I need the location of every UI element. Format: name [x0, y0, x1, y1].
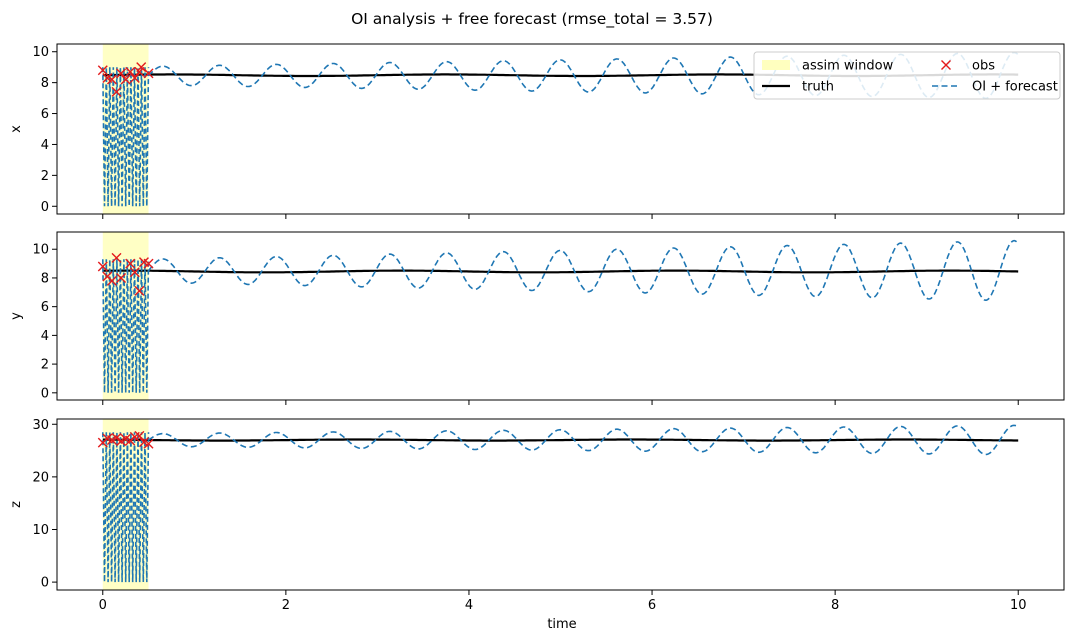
legend-entry-obs: obs — [941, 59, 995, 74]
obs-marker — [129, 73, 140, 83]
obs-marker — [111, 432, 122, 443]
obs-marker — [143, 68, 154, 79]
legend-box — [753, 51, 1061, 100]
y-tick-label: 10 — [32, 523, 49, 538]
y-tick-label: 0 — [41, 576, 49, 591]
legend-label: obs — [972, 59, 995, 74]
obs-marker — [111, 86, 122, 97]
x-tick-label: 10 — [1010, 598, 1027, 613]
y-axis-label: x — [9, 125, 24, 133]
chart-title: OI analysis + free forecast (rmse_total … — [351, 10, 713, 29]
panel-y: 0 2 4 6 8 10 y — [9, 231, 1065, 405]
obs-marker — [143, 258, 154, 269]
plot-frame — [56, 43, 1065, 215]
panel-z: 0 10 20 30 0 2 4 6 8 10 z — [9, 418, 1065, 613]
obs-marker — [125, 258, 136, 269]
y-tick-label: 0 — [41, 386, 49, 401]
forecast-window-spikes — [102, 67, 150, 207]
plot-frame — [56, 418, 1065, 591]
x-tick-label: 8 — [831, 598, 839, 613]
y-tick-label: 4 — [41, 329, 49, 344]
legend-swatch — [762, 60, 790, 70]
legend: assim window obs truth OI + forecast — [753, 51, 1061, 100]
y-axis-label: y — [9, 312, 24, 320]
forecast-line — [148, 424, 1019, 456]
x-tick-label: 2 — [282, 598, 290, 613]
x-axis-label: time — [547, 617, 576, 632]
y-tick-label: 30 — [32, 418, 49, 433]
obs-marker — [134, 285, 145, 296]
forecast-window-spikes — [102, 432, 150, 583]
forecast-line — [147, 239, 1019, 302]
legend-label: truth — [802, 80, 834, 95]
legend-label: assim window — [802, 59, 894, 74]
panels: 0 2 4 6 8 10 x 0 2 4 6 8 10 y 0 10 20 30 0 2 4 6 8 10 z — [9, 43, 1065, 613]
y-tick-label: 2 — [41, 358, 49, 373]
obs-marker — [111, 252, 122, 263]
y-axis-label: z — [9, 501, 24, 508]
forecast-window-spikes — [102, 259, 150, 393]
legend-label: OI + forecast — [972, 80, 1058, 95]
legend-entry-forecast: OI + forecast — [932, 80, 1058, 95]
x-tick-label: 0 — [99, 598, 107, 613]
legend-swatch — [941, 60, 951, 70]
y-tick-label: 4 — [41, 138, 49, 153]
legend-entry-truth: truth — [762, 80, 834, 95]
obs-marker — [116, 272, 127, 283]
y-tick-label: 6 — [41, 300, 49, 315]
obs-marker — [125, 66, 136, 77]
obs-marker — [97, 65, 108, 76]
y-tick-label: 8 — [41, 76, 49, 91]
obs-marker — [129, 267, 140, 278]
obs-marker — [134, 430, 145, 441]
obs-marker — [136, 62, 147, 73]
obs-marker — [120, 74, 131, 85]
y-tick-label: 20 — [32, 470, 49, 485]
plot-frame — [56, 231, 1065, 401]
y-tick-label: 10 — [32, 243, 49, 258]
obs-marker — [143, 438, 154, 449]
obs-marker — [106, 275, 117, 286]
y-tick-label: 2 — [41, 169, 49, 184]
legend-entry-window: assim window — [762, 59, 894, 74]
forecast-line — [147, 51, 1019, 100]
truth-line — [102, 438, 1019, 442]
y-tick-label: 0 — [41, 200, 49, 215]
panel-x: 0 2 4 6 8 10 x — [9, 43, 1065, 219]
obs-marker — [97, 261, 108, 272]
truth-line — [102, 269, 1019, 274]
x-tick-label: 4 — [465, 598, 473, 613]
y-tick-label: 10 — [32, 45, 49, 60]
x-tick-label: 6 — [648, 598, 656, 613]
obs-marker — [116, 68, 127, 79]
obs-marker — [106, 74, 117, 85]
y-tick-label: 6 — [41, 107, 49, 122]
y-tick-label: 8 — [41, 271, 49, 286]
